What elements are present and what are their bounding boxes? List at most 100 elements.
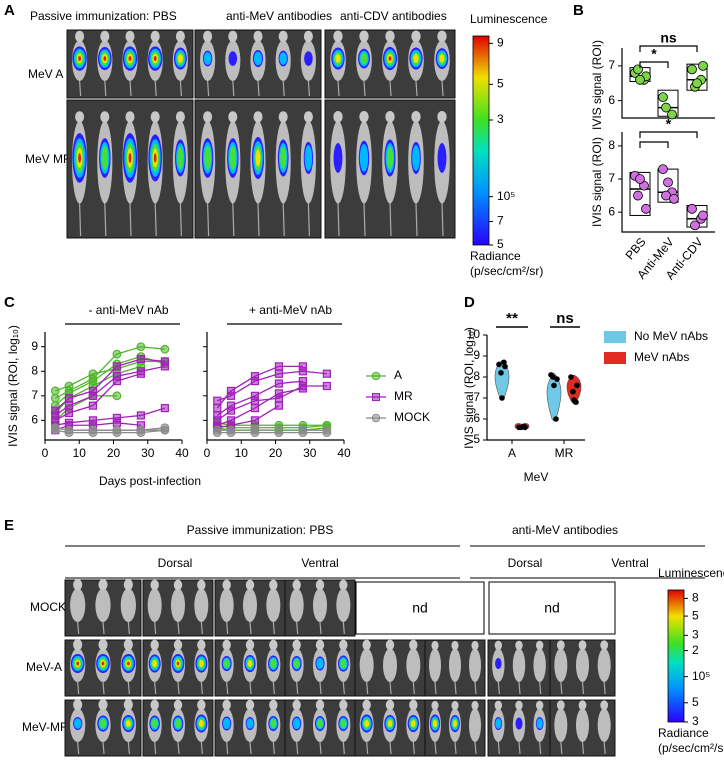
mouse-head — [471, 700, 479, 710]
mouse-tail — [102, 741, 105, 755]
mouse-head — [197, 699, 206, 711]
mouse-head — [515, 700, 523, 710]
signal — [304, 51, 313, 66]
mouse-head — [359, 110, 369, 123]
mouse-tail — [102, 621, 105, 635]
mouse-body — [289, 588, 304, 622]
signal — [293, 658, 300, 669]
y-tick-label: 5 — [473, 432, 480, 446]
mouse-head — [409, 639, 418, 651]
colorbar — [667, 589, 685, 723]
mouse-tail — [415, 203, 418, 237]
panel-label: A — [4, 2, 15, 19]
legend-marker — [372, 393, 380, 401]
mouse-head — [222, 579, 231, 591]
mouse-tail — [434, 741, 437, 755]
mouse-head — [535, 700, 544, 710]
mouse-head — [222, 699, 231, 711]
signal — [432, 719, 438, 728]
marker — [64, 408, 74, 418]
mouse-head — [494, 640, 503, 650]
mouse-head — [75, 111, 85, 123]
mouse-body — [533, 648, 546, 682]
series-line — [217, 405, 280, 429]
colorbar-tick-label: 5 — [497, 237, 504, 251]
mouse-body — [406, 648, 421, 682]
marker — [88, 425, 98, 435]
signal — [292, 717, 301, 730]
mouse-tail — [412, 681, 415, 695]
marker — [213, 403, 222, 413]
significance-label: ns — [556, 310, 574, 327]
mouse-tail — [319, 681, 322, 695]
signal — [279, 52, 287, 65]
point — [571, 397, 577, 403]
marker — [250, 376, 260, 386]
x-tick-label: 30 — [303, 446, 317, 460]
mouse-tail — [249, 621, 252, 635]
mouse-head — [197, 639, 206, 651]
axis — [621, 132, 715, 233]
mouse-tail — [539, 681, 542, 695]
mouse-tail — [412, 741, 415, 755]
mouse-tail — [179, 80, 182, 97]
significance-label: * — [651, 46, 657, 62]
colorbar-unit-title: Radiance — [470, 249, 521, 263]
row-label: MOCK — [30, 600, 66, 614]
marker — [136, 354, 145, 364]
signal — [340, 718, 347, 729]
mouse-head — [269, 579, 278, 591]
legend-label: A — [394, 368, 402, 382]
point — [661, 102, 671, 113]
mouse-head — [123, 698, 133, 711]
mouse-head — [451, 700, 459, 710]
mouse-tail — [226, 741, 229, 755]
marker — [112, 349, 122, 359]
mouse-tail — [307, 80, 310, 97]
x-tick-label: 0 — [204, 446, 211, 460]
signal — [125, 720, 131, 727]
point — [496, 361, 502, 368]
mouse-tail — [441, 203, 444, 237]
legend-swatch — [604, 352, 626, 364]
mouse-head — [451, 640, 459, 650]
panel-label: B — [573, 2, 584, 19]
mouse-tail — [581, 681, 585, 695]
mouse-body — [120, 588, 136, 622]
nd-label: nd — [544, 600, 560, 616]
point — [568, 374, 574, 380]
mouse-tail — [104, 203, 107, 237]
significance-label: ns — [660, 30, 677, 46]
mouse-tail — [497, 741, 500, 755]
box — [629, 171, 651, 216]
x-tick-label: 10 — [73, 446, 87, 460]
point — [633, 64, 643, 75]
mouse-body — [449, 648, 461, 682]
x-axis-label: Days post-infection — [99, 474, 201, 488]
mouse-body — [359, 648, 374, 682]
y-tick-label: 8 — [31, 363, 38, 377]
mouse-head — [253, 30, 263, 43]
signal — [359, 144, 369, 172]
mouse-tail — [129, 80, 132, 97]
signal — [177, 146, 184, 170]
significance-bracket — [639, 131, 698, 138]
mouse-tail — [200, 741, 203, 755]
marker — [250, 428, 260, 438]
mouse-tail — [474, 741, 477, 755]
colorbar-tick-label: 8 — [692, 591, 699, 605]
colorbar-unit: (p/sec/cm²/sr) — [470, 264, 543, 278]
mouse-head — [123, 638, 133, 651]
signal — [126, 661, 130, 666]
mouse-head — [292, 639, 301, 651]
x-axis-label: MeV — [524, 470, 549, 484]
point — [658, 92, 668, 103]
mouse-tail — [226, 621, 229, 635]
marker — [136, 342, 146, 352]
marker — [64, 425, 74, 435]
x-tick-label: 40 — [337, 446, 351, 460]
mouse-tail — [454, 681, 457, 695]
mouse-tail — [154, 203, 157, 237]
mouse-head — [578, 640, 587, 651]
mouse-head — [535, 640, 544, 650]
